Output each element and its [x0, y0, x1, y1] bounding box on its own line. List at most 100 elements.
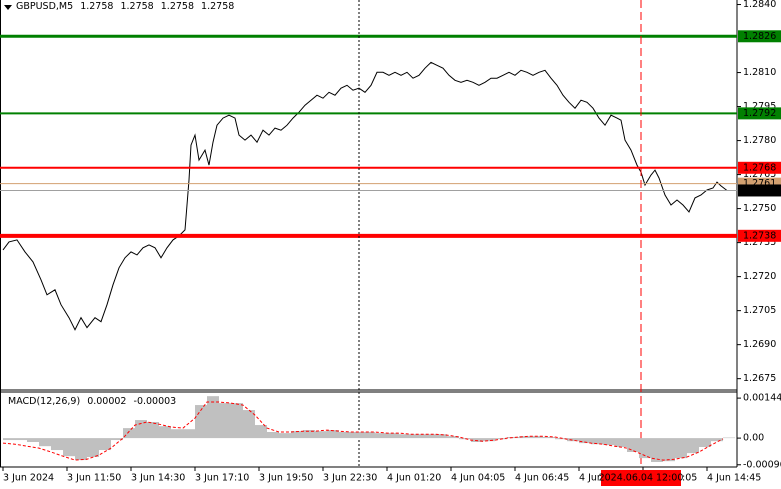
level-label-box	[738, 161, 781, 174]
plot-area	[2, 61, 728, 331]
high: 1.2758	[120, 1, 154, 12]
macd-header: MACD(12,26,9) 0.00002 -0.00003	[8, 396, 180, 407]
x-tick-label: 3 Jun 11:50	[67, 473, 121, 484]
histogram-bar	[675, 438, 687, 459]
y-tick-label: 1.2735	[743, 237, 776, 248]
open: 1.2758	[80, 1, 114, 12]
x-tick-label: 3 Jun 19:50	[259, 473, 313, 484]
signal-value: -0.00003	[133, 396, 177, 407]
histogram-bar	[231, 403, 243, 439]
histogram-bar	[615, 438, 627, 447]
histogram-bar	[711, 438, 723, 442]
histogram-bar	[135, 420, 147, 439]
y-tick-label: 1.2750	[743, 203, 776, 214]
level-label: 1.2738	[743, 230, 776, 241]
bid-label: 1.2758	[743, 185, 776, 196]
histogram-bar	[99, 438, 111, 451]
histogram-bar	[63, 438, 75, 457]
x-tick-label: 3 Jun 22:30	[323, 473, 377, 484]
histogram-bar	[111, 438, 123, 441]
histogram-bar	[291, 431, 303, 439]
histogram-bar	[567, 438, 579, 442]
level-label-box	[738, 229, 781, 242]
histogram-bar	[543, 437, 555, 439]
x-tick-label: 3 Jun 14:30	[131, 473, 185, 484]
histogram-bar	[435, 434, 447, 439]
histogram-bar	[183, 429, 195, 439]
histogram-bar	[579, 438, 591, 444]
level-label: 1.2826	[743, 31, 776, 42]
histogram-bar	[447, 436, 459, 439]
histogram-bar	[423, 434, 435, 439]
symbol-header: GBPUSD,M5 1.2758 1.2758 1.2758 1.2758	[16, 1, 238, 12]
histogram-bar	[411, 434, 423, 439]
histogram-bar	[651, 438, 663, 462]
histogram-bar	[219, 403, 231, 439]
histogram-bar	[723, 437, 735, 439]
histogram-bar	[255, 425, 267, 439]
histogram-bar	[387, 433, 399, 439]
histogram-bar	[327, 430, 339, 439]
histogram-bar	[459, 438, 471, 440]
level-label: 1.2792	[743, 108, 776, 119]
histogram-bar	[399, 434, 411, 439]
y-tick-label: 1.2765	[743, 169, 776, 180]
histogram-bar	[375, 433, 387, 439]
histogram-bar	[555, 438, 567, 440]
histogram-bar	[303, 430, 315, 439]
level-label-box	[738, 107, 781, 120]
histogram-bar	[531, 436, 543, 439]
y-tick-label: 0.00	[743, 433, 764, 444]
histogram-bar	[279, 433, 291, 439]
series-line	[2, 61, 728, 331]
close: 1.2758	[201, 1, 235, 12]
symbol: GBPUSD,M5	[16, 1, 74, 12]
series-line	[2, 401, 724, 461]
histogram-bar	[351, 432, 363, 439]
histogram-bar	[267, 432, 279, 439]
histogram-bar	[171, 429, 183, 439]
y-tick-label: -0.00096	[743, 459, 781, 470]
histogram-bar	[639, 438, 651, 459]
x-tick-label: 3 Jun 17:10	[195, 473, 249, 484]
histogram-bar	[627, 438, 639, 452]
histogram-bar	[207, 396, 219, 439]
histogram-bar	[519, 436, 531, 439]
level-label: 1.2761	[743, 178, 776, 189]
x-tick-label: 4 Jun 04:05	[451, 473, 505, 484]
histogram-bar	[663, 438, 675, 462]
histogram-bar	[699, 438, 711, 447]
x-tick-label: 4 Jun 06:45	[515, 473, 569, 484]
histogram-bar	[87, 438, 99, 457]
histogram-bar	[51, 438, 63, 451]
histogram-bar	[687, 438, 699, 454]
histogram-bar	[315, 431, 327, 439]
histogram-bar	[123, 428, 135, 439]
y-tick-label: 1.2705	[743, 305, 776, 316]
y-tick-label: 1.2675	[743, 373, 776, 384]
y-tick-label: 1.2720	[743, 271, 776, 282]
plot-area	[2, 396, 735, 462]
histogram-bar	[507, 437, 519, 439]
x-tick-label: 3 Jun 2024	[3, 473, 54, 484]
y-tick-label: 1.2690	[743, 339, 776, 350]
histogram-bar	[147, 422, 159, 439]
histogram-bar	[363, 432, 375, 439]
histogram-bar	[471, 438, 483, 442]
macd-value: 0.00002	[87, 396, 127, 407]
histogram-bar	[39, 438, 51, 447]
histogram-bar	[75, 438, 87, 461]
bid-label-box	[738, 184, 781, 197]
y-tick-label: 1.2810	[743, 67, 776, 78]
y-tick-label: 1.2780	[743, 135, 776, 146]
histogram-bar	[159, 426, 171, 439]
macd-title: MACD(12,26,9)	[8, 396, 81, 407]
histogram-bar	[15, 438, 27, 441]
histogram-bar	[243, 410, 255, 439]
histogram-bar	[339, 432, 351, 439]
histogram-bar	[27, 438, 39, 442]
histogram-bar	[483, 438, 495, 442]
